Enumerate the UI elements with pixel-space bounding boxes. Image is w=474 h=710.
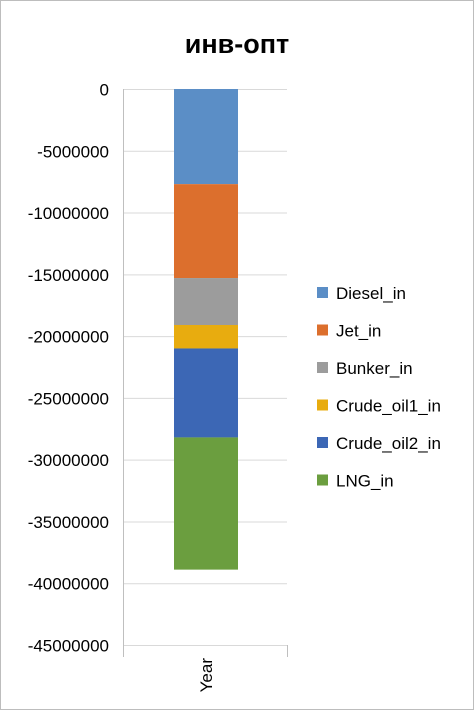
y-tick-label: -10000000 [28,204,109,223]
legend-swatch [317,399,328,411]
x-category-label: Year [197,658,216,693]
legend-swatch [317,474,328,486]
legend-label: LNG_in [336,472,394,491]
legend: Diesel_in Jet_in Bunker_in Crude_oil1_in Cru… [317,284,441,491]
bar-segment-lng-in [174,437,238,570]
y-tick-label: -45000000 [28,637,109,656]
legend-label: Diesel_in [336,284,406,303]
legend-swatch [317,324,328,336]
y-tick-label: -40000000 [28,575,109,594]
y-tick-label: -35000000 [28,513,109,532]
chart-title: инв-опт [185,29,290,59]
legend-swatch [317,362,328,373]
bar-segment-crude-oil1-in [174,324,238,349]
legend-label: Bunker_in [336,359,413,378]
legend-label: Crude_oil1_in [336,397,441,416]
y-axis: 0 -5000000 -10000000 -15000000 -20000000 -250… [28,81,124,657]
y-tick-label: 0 [100,81,109,100]
bar-segment-crude-oil2-in [174,348,238,438]
y-tick-label: -20000000 [28,328,109,347]
bars [174,89,238,570]
y-tick-label: -15000000 [28,266,109,285]
legend-label: Crude_oil2_in [336,434,441,453]
y-tick-label: -25000000 [28,389,109,408]
bar-segment-diesel-in [174,89,238,185]
x-axis: Year [197,645,288,692]
legend-swatch [317,287,328,298]
legend-label: Jet_in [336,322,381,341]
bar-segment-bunker-in [174,278,238,325]
y-tick-label: -30000000 [28,451,109,470]
y-tick-label: -5000000 [37,142,109,161]
legend-swatch [317,437,328,448]
bar-segment-jet-in [174,184,238,279]
